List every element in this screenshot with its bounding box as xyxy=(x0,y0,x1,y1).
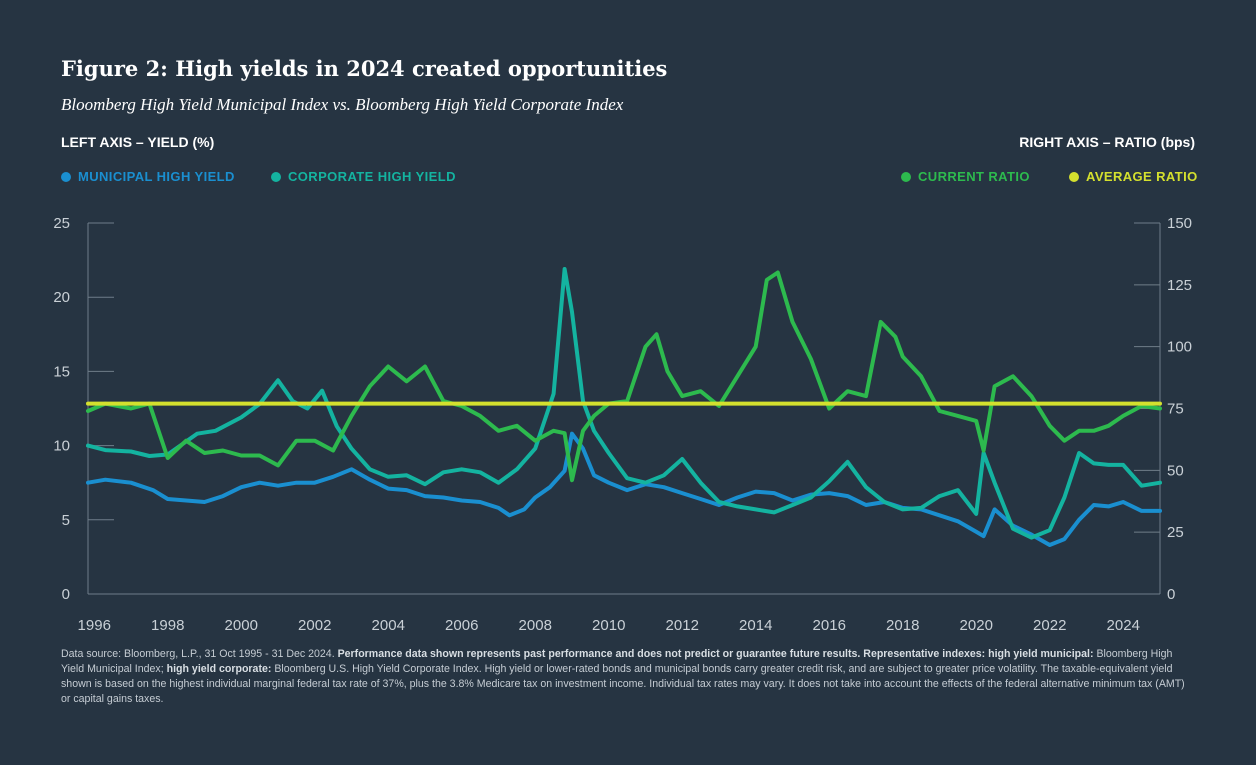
left-axis-heading: LEFT AXIS – YIELD (%) xyxy=(61,134,215,150)
left-tick-label: 0 xyxy=(62,586,70,603)
legend-average-ratio-label: AVERAGE RATIO xyxy=(1086,169,1198,184)
legend-corporate: CORPORATE HIGH YIELD xyxy=(271,169,456,184)
right-tick-label: 25 xyxy=(1167,524,1184,541)
chart-subtitle: Bloomberg High Yield Municipal Index vs.… xyxy=(61,95,624,114)
series-line-municipal-high-yield xyxy=(86,431,1162,547)
legend-corporate-dot xyxy=(271,171,281,182)
legend-average-ratio-dot xyxy=(1069,171,1079,182)
x-tick-label: 2004 xyxy=(372,617,405,634)
source-note: Data source: Bloomberg, L.P., 31 Oct 199… xyxy=(61,647,1195,707)
left-tick-label: 5 xyxy=(62,512,70,529)
series-line-corporate-high-yield xyxy=(86,267,1162,540)
legend-average-ratio: AVERAGE RATIO xyxy=(1069,169,1198,184)
chart-title: Figure 2: High yields in 2024 created op… xyxy=(61,56,668,81)
legend-current-ratio: CURRENT RATIO xyxy=(901,169,1030,184)
left-tick-label: 10 xyxy=(53,438,70,455)
legend-municipal-label: MUNICIPAL HIGH YIELD xyxy=(78,169,235,184)
x-tick-label: 1996 xyxy=(78,617,111,634)
legend-municipal-dot xyxy=(61,171,71,182)
right-tick-label: 0 xyxy=(1167,586,1175,603)
x-tick-label: 2006 xyxy=(445,617,478,634)
right-tick-label: 75 xyxy=(1167,401,1184,418)
right-axis-heading: RIGHT AXIS – RATIO (bps) xyxy=(1019,134,1195,150)
source-text-3: Bloomberg U.S. High Yield Corporate Inde… xyxy=(61,663,1185,705)
x-tick-label: 2018 xyxy=(886,617,919,634)
legend-current-ratio-dot xyxy=(901,171,911,182)
x-tick-label: 2010 xyxy=(592,617,625,634)
x-tick-label: 2012 xyxy=(666,617,699,634)
left-tick-label: 20 xyxy=(53,289,70,306)
x-tick-label: 2016 xyxy=(813,617,846,634)
series-line-current-ratio xyxy=(86,270,1162,483)
right-tick-label: 100 xyxy=(1167,339,1192,356)
right-tick-label: 150 xyxy=(1167,215,1192,232)
right-tick-label: 50 xyxy=(1167,462,1184,479)
source-text-2: Bloomberg High Yield Municipal Index; xyxy=(61,648,1173,675)
x-tick-label: 2022 xyxy=(1033,617,1066,634)
legend-municipal: MUNICIPAL HIGH YIELD xyxy=(61,169,235,184)
x-tick-label: 2014 xyxy=(739,617,772,634)
x-tick-label: 2002 xyxy=(298,617,331,634)
x-tick-label: 2000 xyxy=(225,617,258,634)
left-tick-label: 15 xyxy=(53,363,70,380)
source-text-1: Data source: Bloomberg, L.P., 31 Oct 199… xyxy=(61,648,335,660)
x-tick-label: 1998 xyxy=(151,617,184,634)
x-tick-label: 2008 xyxy=(519,617,552,634)
source-bold-1: Performance data shown represents past p… xyxy=(337,648,1094,660)
x-tick-label: 2020 xyxy=(960,617,993,634)
x-tick-label: 2024 xyxy=(1107,617,1140,634)
legend-corporate-label: CORPORATE HIGH YIELD xyxy=(288,169,456,184)
left-tick-label: 25 xyxy=(53,215,70,232)
legend-current-ratio-label: CURRENT RATIO xyxy=(918,169,1030,184)
right-tick-label: 125 xyxy=(1167,277,1192,294)
source-bold-2: high yield corporate: xyxy=(166,663,272,675)
